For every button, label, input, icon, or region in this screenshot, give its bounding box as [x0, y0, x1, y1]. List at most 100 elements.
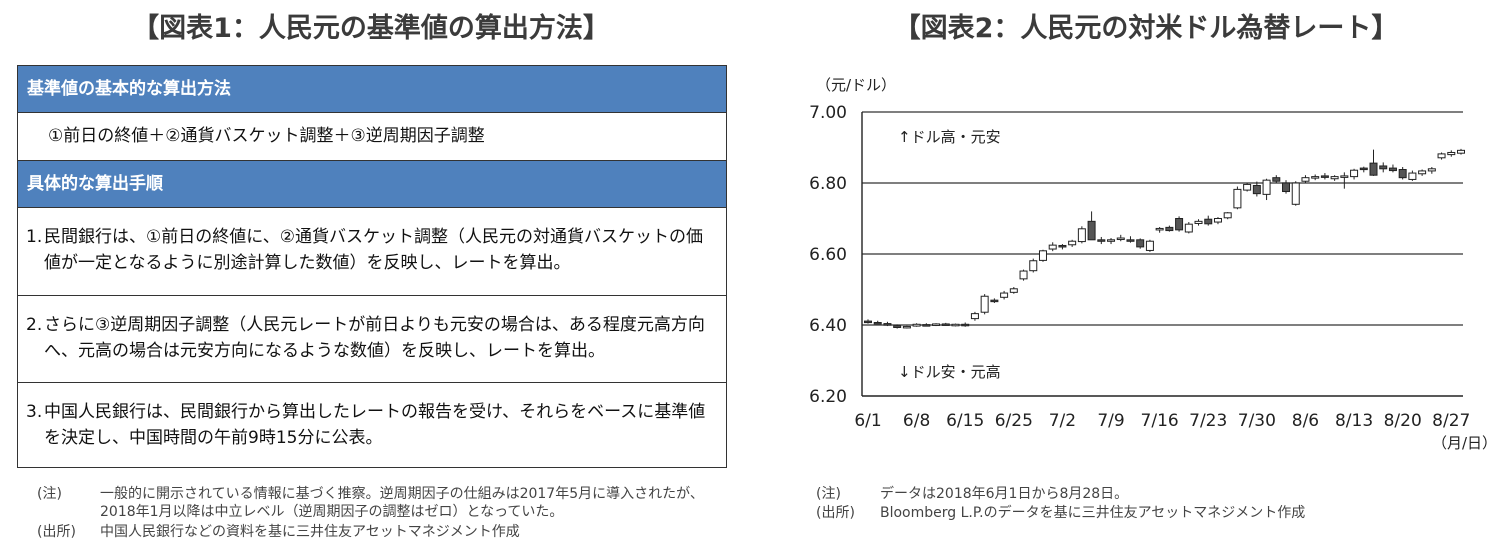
- x-axis-unit: （月/日）: [1432, 434, 1498, 452]
- candle-body: [1262, 179, 1271, 195]
- candle-body: [1359, 167, 1368, 171]
- candle-body: [883, 323, 892, 326]
- procedure-step-2: 2. さらに③逆周期因子調整（人民元レートが前日よりも元安の場合は、ある程度元高…: [18, 296, 726, 383]
- candle-body: [951, 323, 960, 327]
- x-tick-label: 7/16: [1141, 411, 1179, 431]
- candle-body: [1029, 260, 1038, 272]
- right-title: 【図表2：人民元の対米ドル為替レート】: [893, 13, 1399, 44]
- candle-body: [893, 325, 902, 328]
- procedure-step-3: 3. 中国人民銀行は、民間銀行から算出したレートの報告を受け、それらをベースに基…: [18, 383, 726, 467]
- candle-body: [1175, 218, 1184, 231]
- note-label: (注): [37, 486, 62, 502]
- x-tick-label: 8/27: [1432, 411, 1470, 431]
- table-header-procedure: 具体的な算出手順: [18, 161, 726, 208]
- candle-body: [1048, 244, 1057, 250]
- candle-body: [1252, 184, 1261, 195]
- candle-body: [1136, 239, 1145, 248]
- x-tick-label: 8/6: [1292, 411, 1319, 431]
- candle-body: [980, 295, 989, 313]
- candle-body: [1408, 172, 1417, 180]
- candle-body: [1107, 239, 1116, 242]
- candle-body: [961, 323, 970, 327]
- x-tick-label: 6/25: [995, 411, 1033, 431]
- candle-body: [1000, 292, 1009, 298]
- candle-body: [1233, 188, 1242, 209]
- candle-body: [1019, 270, 1028, 280]
- note-label: (注): [816, 486, 841, 502]
- candle-body: [1087, 220, 1096, 241]
- step-number: 2.: [26, 315, 43, 335]
- candle-body: [1213, 218, 1222, 223]
- candle-body: [1457, 149, 1465, 154]
- candle-body: [1301, 177, 1310, 182]
- exchange-rate-chart: 7.00 6.80 6.60 6.40 6.20 6/1 6/8 6/15 6/25 7/2 7/9…: [809, 103, 1470, 431]
- candle-body: [1038, 250, 1047, 261]
- source-text: 中国人民銀行などの資料を基に三井住友アセットマネジメント作成: [100, 524, 520, 540]
- x-tick-label: 7/23: [1189, 411, 1227, 431]
- candle-body: [1388, 167, 1397, 172]
- candle-body: [1311, 176, 1320, 179]
- candle-body: [1145, 240, 1154, 251]
- x-tick-label: 8/20: [1384, 411, 1422, 431]
- candle-body: [1340, 175, 1349, 178]
- candle-body: [912, 323, 921, 327]
- candle-body: [1369, 162, 1378, 176]
- right-notes: (注) データは2018年6月1日から8月28日。 (出所) Bloomberg…: [816, 485, 1496, 525]
- y-tick-label: 7.00: [809, 103, 847, 123]
- x-tick-label: 6/1: [854, 411, 881, 431]
- candle-body: [1350, 169, 1359, 178]
- candle-body: [1165, 226, 1174, 232]
- candle-body: [990, 299, 999, 303]
- x-tick-label: 7/9: [1097, 411, 1124, 431]
- x-tick-label: 8/13: [1335, 411, 1373, 431]
- source-label: (出所): [816, 505, 855, 521]
- source-label: (出所): [37, 524, 76, 540]
- candle-body: [1126, 239, 1135, 242]
- candle-body: [1272, 177, 1281, 182]
- annotation-usd-strong: ↑ドル高・元安: [898, 128, 1001, 146]
- candle-body: [941, 323, 950, 326]
- candle-body: [1398, 169, 1407, 179]
- candle-body: [1116, 237, 1125, 241]
- calculation-method-table: 基準値の基本的な算出方法 ①前日の終値＋②通貨バスケット調整＋③逆周期因子調整 …: [17, 65, 727, 468]
- candle-body: [1330, 176, 1339, 180]
- candle-body: [864, 320, 872, 324]
- candle-body: [1194, 220, 1203, 224]
- step-text: 中国人民銀行は、民間銀行から算出したレートの報告を受け、それらをベースに基準値を…: [44, 402, 706, 448]
- candle-body: [1447, 151, 1456, 156]
- y-tick-label: 6.80: [809, 174, 847, 194]
- candle-body: [1418, 170, 1427, 175]
- y-tick-label: 6.40: [809, 316, 847, 336]
- note-text: 一般的に開示されている情報に基づく推察。逆周期因子の仕組みは2017年5月に導入…: [100, 486, 704, 520]
- candle-body: [1204, 218, 1213, 225]
- step-number: 3.: [26, 402, 43, 422]
- note-text: データは2018年6月1日から8月28日。: [880, 486, 1129, 502]
- formula-row: ①前日の終値＋②通貨バスケット調整＋③逆周期因子調整: [18, 113, 726, 161]
- candle-body: [1223, 212, 1232, 219]
- candle-body: [1009, 288, 1018, 293]
- candle-body: [873, 322, 882, 325]
- candle-body: [970, 313, 979, 320]
- candle-body: [1068, 240, 1077, 246]
- candle-body: [1291, 182, 1300, 205]
- source-text: Bloomberg L.P.のデータを基に三井住友アセットマネジメント作成: [880, 505, 1306, 521]
- step-text: 民間銀行は、①前日の終値に、②通貨バスケット調整（人民元の対通貨バスケットの価値…: [44, 227, 703, 273]
- annotation-usd-weak: ↓ドル安・元高: [898, 363, 1001, 381]
- candle-body: [1077, 228, 1086, 243]
- y-tick-label: 6.60: [809, 245, 847, 265]
- candle-body: [1243, 183, 1252, 191]
- procedure-step-1: 1. 民間銀行は、①前日の終値に、②通貨バスケット調整（人民元の対通貨バスケット…: [18, 208, 726, 296]
- x-tick-label: 6/15: [946, 411, 984, 431]
- x-tick-label: 6/8: [903, 411, 930, 431]
- candle-body: [902, 325, 911, 329]
- candle-body: [922, 324, 931, 327]
- candle-body: [1320, 175, 1329, 178]
- y-axis-unit: （元/ドル）: [816, 76, 897, 94]
- candle-body: [1282, 182, 1291, 193]
- step-number: 1.: [26, 227, 43, 247]
- candle-body: [1097, 239, 1106, 242]
- left-notes: (注) 一般的に開示されている情報に基づく推察。逆周期因子の仕組みは2017年5…: [37, 485, 737, 555]
- left-title: 【図表1：人民元の基準値の算出方法】: [132, 13, 610, 44]
- x-tick-label: 7/2: [1049, 411, 1076, 431]
- candle-body: [1058, 244, 1067, 248]
